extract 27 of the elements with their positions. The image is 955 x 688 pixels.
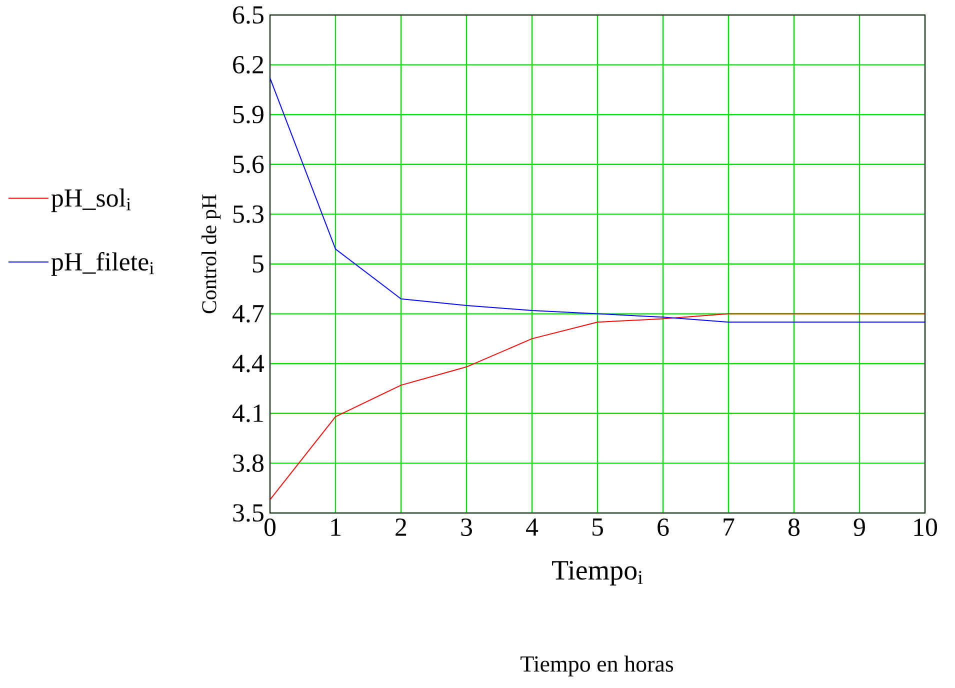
x-tick-label: 6	[658, 518, 669, 536]
legend-label: pH_filete$_{i}$	[51, 252, 154, 276]
x-tick-label: 3	[461, 518, 472, 536]
y-axis-title: Control de pH	[202, 194, 221, 314]
y-tick-label: 5.9	[233, 106, 264, 124]
y-tick-label: 3.5	[233, 504, 264, 522]
x-axis-title: Tiempo$_{i}$	[552, 560, 643, 586]
y-tick-label: 6.5	[233, 6, 264, 24]
x-tick-label: 1	[331, 518, 340, 536]
y-tick-label: 3.8	[233, 454, 264, 472]
x-tick-label: 8	[788, 518, 800, 536]
x-tick-label: 9	[854, 518, 865, 536]
y-tick-label: 4.4	[232, 354, 264, 372]
y-tick-label: 5	[252, 255, 264, 273]
x-tick-label: 0	[264, 518, 276, 536]
y-tick-label: 4.1	[232, 404, 263, 422]
y-tick-label: 5.6	[233, 156, 264, 174]
x-tick-label: 4	[526, 518, 538, 536]
y-tick-label: 4.7	[232, 305, 264, 323]
y-tick-label: 5.3	[233, 205, 264, 223]
x-tick-label: 7	[724, 518, 734, 536]
y-tick-label: 6.2	[233, 56, 264, 74]
x-tick-label: 2	[396, 518, 406, 536]
text: Tiempo en horas	[520, 656, 674, 676]
x-tick-label: 10	[914, 518, 938, 536]
legend-label: pH_sol$_{i}$	[51, 188, 131, 212]
x-tick-label: 5	[592, 518, 603, 536]
